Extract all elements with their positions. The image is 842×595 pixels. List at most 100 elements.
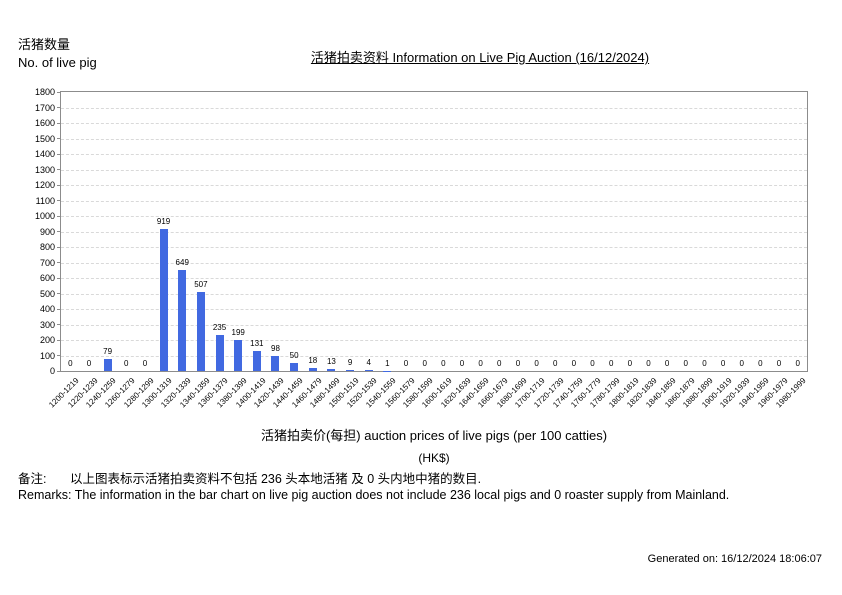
y-axis-caption: 活猪数量 No. of live pig (18, 36, 97, 72)
y-tick-label: 700 (39, 257, 55, 268)
y-tick-mark (57, 231, 61, 232)
y-tick-mark (57, 107, 61, 108)
bar-value-label: 1 (385, 358, 390, 368)
y-tick-label: 400 (39, 304, 55, 314)
y-tick-mark (57, 370, 61, 372)
bar (364, 370, 373, 371)
y-tick-mark (57, 138, 61, 139)
y-tick-label: 500 (39, 288, 55, 299)
y-tick-label: 900 (39, 226, 55, 237)
y-tick-label: 0 (49, 366, 55, 376)
gridline (61, 324, 807, 326)
bar-value-label: 0 (590, 359, 595, 368)
bar-value-label: 0 (86, 359, 92, 368)
bar-value-label: 0 (124, 359, 129, 368)
gridline (61, 138, 807, 140)
y-axis-caption-en: No. of live pig (18, 55, 97, 70)
bar-value-label: 0 (552, 359, 558, 368)
gridline (61, 247, 807, 248)
gridline (61, 185, 807, 186)
gridline (61, 262, 807, 264)
bar (196, 292, 205, 371)
bar-value-label: 0 (478, 359, 483, 368)
bar-value-label: 4 (366, 358, 371, 368)
bar-chart-plot-area: 0 100 200 300 400 500 600 700 800 900 1000 1100 1200… (35, 87, 808, 409)
bar (271, 355, 280, 371)
bar-value-label: 0 (739, 359, 744, 368)
y-tick-mark (57, 277, 61, 279)
bar-value-label: 199 (231, 328, 245, 338)
bar-value-label: 18 (308, 356, 318, 366)
generated-timestamp: Generated on: 16/12/2024 18:06:07 (647, 553, 822, 565)
bar-value-label: 131 (250, 338, 264, 348)
bar (234, 340, 243, 371)
remark-zh-text: 以上图表标示活猪拍卖资料不包括 236 头本地活猪 及 0 头内地中猪的数目. (70, 472, 482, 486)
bar-value-label: 0 (422, 359, 427, 368)
y-tick-mark (57, 293, 61, 294)
y-tick-label: 1600 (34, 118, 55, 128)
bar-value-label: 0 (534, 359, 539, 368)
y-tick-label: 1200 (34, 180, 55, 190)
bar (327, 369, 336, 371)
y-tick-mark (57, 184, 61, 186)
bar (215, 334, 224, 371)
y-tick-label: 1100 (35, 195, 55, 206)
y-tick-label: 1000 (34, 211, 55, 221)
bar-value-label: 0 (68, 359, 73, 368)
y-tick-mark (57, 153, 61, 155)
y-tick-mark (57, 122, 61, 124)
bar-value-label: 0 (758, 359, 763, 368)
gridline (61, 123, 807, 124)
y-tick-mark (57, 91, 61, 93)
gridline (61, 154, 807, 155)
y-tick-mark (57, 324, 61, 325)
bar-value-label: 0 (459, 359, 465, 368)
y-tick-mark (57, 355, 61, 356)
y-tick-label: 1500 (34, 133, 55, 144)
gridline (61, 216, 807, 217)
y-tick-label: 200 (39, 335, 55, 345)
bar (159, 228, 168, 371)
bar-value-label: 0 (627, 359, 633, 368)
gridline (61, 169, 807, 171)
y-tick-label: 800 (39, 242, 55, 252)
y-tick-mark (57, 308, 61, 310)
bar-value-label: 0 (571, 359, 577, 368)
gridline (61, 107, 807, 109)
bar-value-label: 0 (142, 359, 148, 368)
bar (308, 368, 317, 371)
bar-value-label: 0 (515, 359, 521, 368)
y-tick-mark (57, 339, 61, 341)
bar-value-label: 0 (441, 359, 446, 368)
bar (346, 369, 355, 371)
bar-value-label: 507 (194, 280, 208, 290)
bar-value-label: 235 (212, 322, 227, 332)
y-tick-label: 100 (39, 350, 55, 361)
x-axis-title: 活猪拍卖价(每担) auction prices of live pigs (p… (260, 428, 608, 443)
gridline (61, 293, 807, 295)
chart-title: 活猪拍卖资料 Information on Live Pig Auction (… (310, 50, 650, 65)
bar-value-label: 0 (497, 359, 502, 368)
gridline (61, 278, 807, 279)
y-tick-label: 1300 (34, 164, 55, 175)
y-tick-label: 300 (39, 319, 55, 330)
y-tick-mark (57, 200, 61, 201)
bar-value-label: 0 (664, 359, 670, 368)
bar (178, 270, 187, 371)
x-axis-unit: (HK$) (418, 451, 450, 465)
bar-value-label: 98 (271, 343, 280, 353)
remark-en-line: Remarks: The information in the bar char… (18, 488, 730, 502)
bar-value-label: 9 (347, 357, 353, 367)
bar-value-label: 0 (776, 359, 782, 368)
bar (290, 363, 299, 371)
remarks-block: 备注: 以上图表标示活猪拍卖资料不包括 236 头本地活猪 及 0 头内地中猪的数… (18, 471, 729, 503)
y-tick-mark (57, 215, 61, 217)
y-tick-label: 1800 (34, 87, 55, 97)
gridline (61, 200, 807, 202)
y-axis-caption-zh: 活猪数量 (18, 37, 71, 52)
bar (103, 358, 112, 371)
gridline (61, 355, 807, 357)
y-tick-label: 600 (39, 273, 55, 283)
bar-value-label: 0 (702, 359, 707, 368)
